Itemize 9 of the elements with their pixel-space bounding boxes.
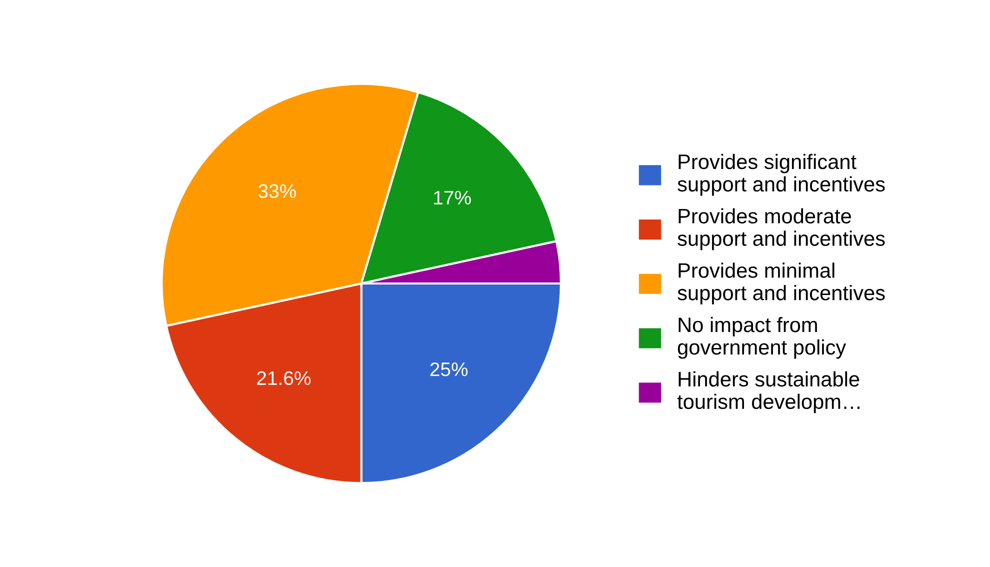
data-label: 17% — [434, 190, 471, 205]
legend-label: Provides minimal support and incentives — [678, 262, 885, 304]
legend-label: Hinders sustainable tourism developm… — [677, 371, 860, 414]
data-label: 25% — [430, 362, 468, 376]
data-label: 33% — [258, 184, 296, 198]
legend-label: Provides moderate support and incentives — [678, 208, 885, 250]
legend-label: Provides significant support and incentives — [678, 154, 885, 196]
data-label: 21.6% — [257, 371, 311, 386]
legend-label: No impact from government policy — [678, 316, 846, 359]
